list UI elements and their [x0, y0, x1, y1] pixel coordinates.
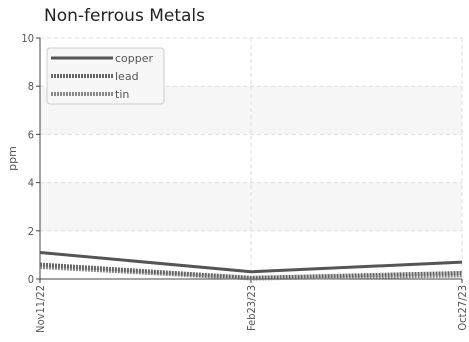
series-lines — [39, 250, 463, 281]
grid-lines — [40, 37, 463, 279]
y-tick-label: 6 — [28, 128, 34, 141]
legend-label-copper: copper — [115, 52, 154, 65]
chart-title: Non-ferrous Metals — [44, 6, 206, 26]
x-tick-label: Feb23/23 — [245, 285, 258, 331]
legend: copper lead tin — [46, 47, 165, 105]
series-line-copper — [39, 250, 463, 274]
y-axis-label: ppm — [6, 146, 19, 171]
legend-label-lead: lead — [115, 70, 139, 83]
x-tick-label: Oct27/23 — [456, 285, 469, 331]
series-line-lead — [39, 262, 463, 280]
y-tick-label: 2 — [28, 225, 34, 238]
x-tick-label: Nov11/22 — [34, 285, 47, 333]
y-tick-label: 0 — [28, 273, 34, 286]
y-tick-labels: 0 2 4 6 8 10 — [21, 32, 34, 286]
y-tick-label: 8 — [28, 80, 34, 93]
y-tick-label: 4 — [28, 177, 34, 190]
y-tick-label: 10 — [21, 32, 34, 45]
x-tick-labels: Nov11/22 Feb23/23 Oct27/23 — [34, 285, 469, 333]
legend-label-tin: tin — [115, 88, 129, 101]
